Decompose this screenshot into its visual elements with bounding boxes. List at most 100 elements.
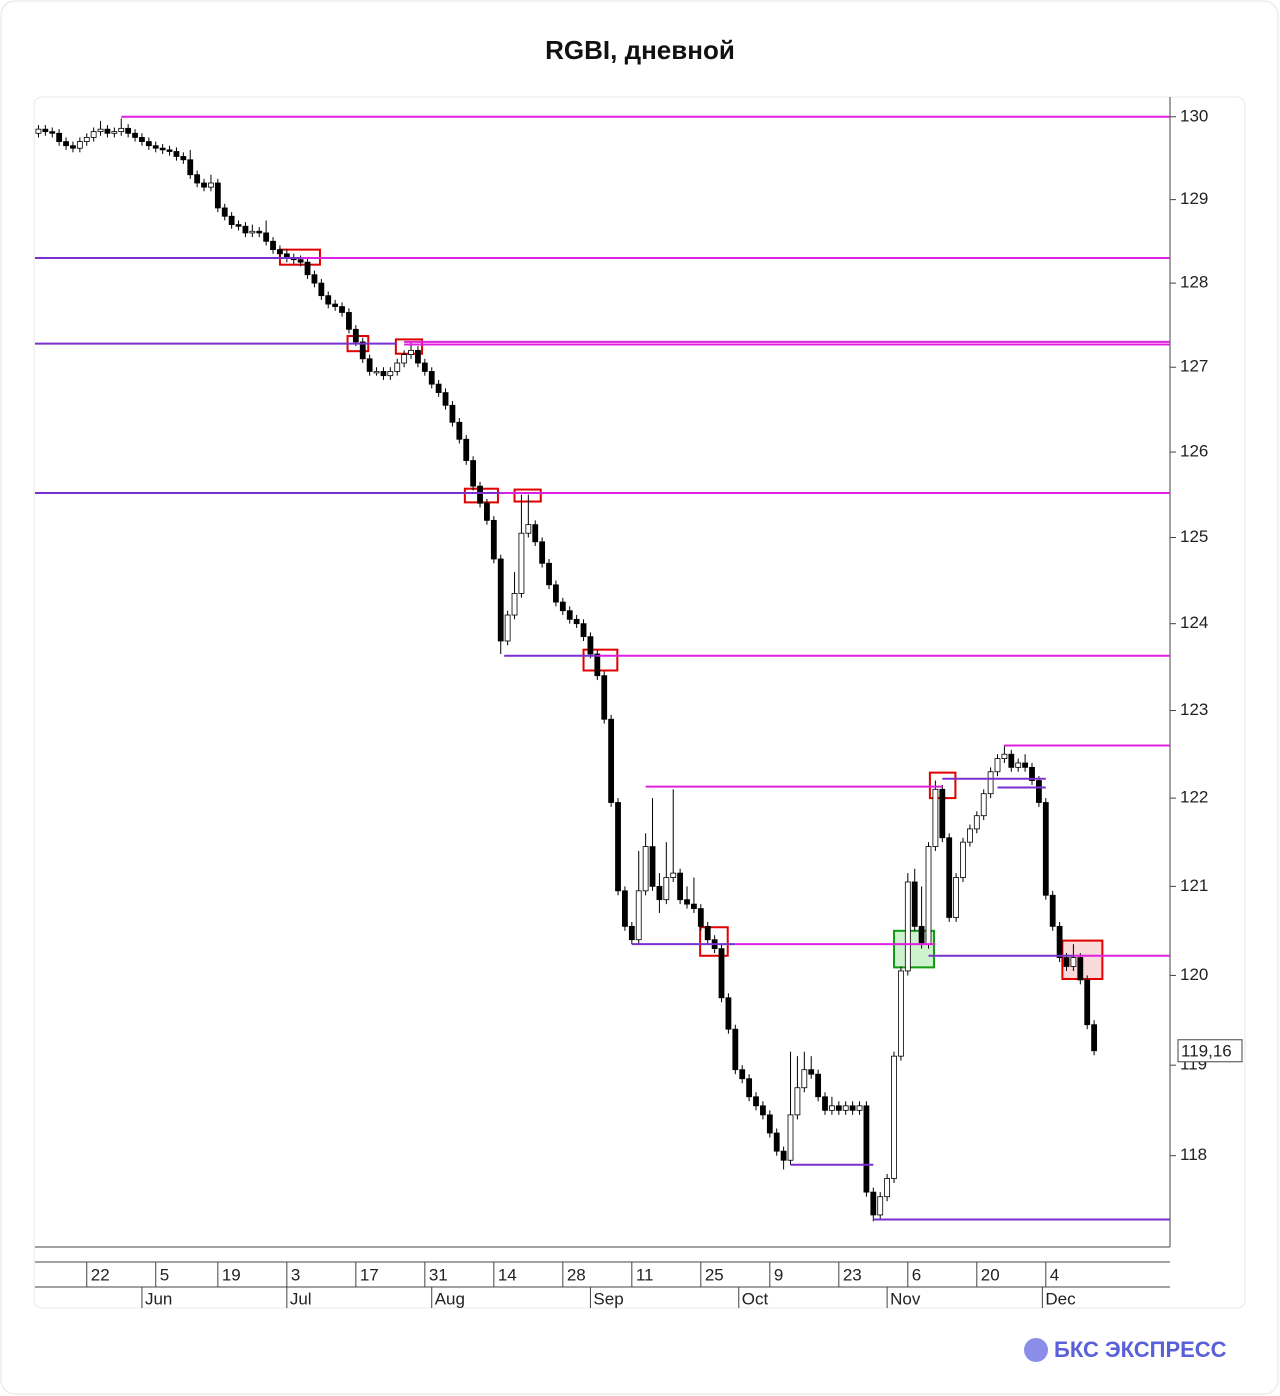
candle-body <box>628 925 635 941</box>
candle-body <box>173 151 180 157</box>
candle-body <box>608 718 615 803</box>
candle-body <box>911 881 918 927</box>
candle-body <box>428 371 435 385</box>
candle-body <box>415 349 421 364</box>
candle-body <box>870 1191 877 1216</box>
candle-body <box>815 1073 822 1098</box>
candle-body <box>580 623 587 638</box>
x-tick-label: 6 <box>912 1265 921 1284</box>
candle-body <box>346 312 352 330</box>
y-tick-label: 123 <box>1180 700 1208 719</box>
candle-body <box>97 128 104 133</box>
y-tick-label: 129 <box>1180 189 1208 208</box>
candle-body <box>573 618 580 625</box>
x-tick-label: 3 <box>291 1265 300 1284</box>
candle-body <box>642 846 649 892</box>
candle-body <box>794 1087 801 1116</box>
candle-body <box>525 524 532 534</box>
candle-body <box>83 137 90 142</box>
candle-body <box>518 532 525 594</box>
candle-body <box>373 371 380 374</box>
chart-panel <box>33 96 1246 1309</box>
candle-body <box>532 524 539 543</box>
candle-body <box>856 1105 863 1111</box>
x-tick-label: 14 <box>498 1265 517 1284</box>
candle-body <box>1063 957 1070 967</box>
candle-body <box>925 846 932 945</box>
candle-body <box>801 1069 808 1089</box>
month-label: Jun <box>145 1289 172 1308</box>
candle-body <box>684 899 690 905</box>
candle-body <box>594 653 601 677</box>
candle-body <box>421 362 428 372</box>
candle-body <box>718 948 725 999</box>
candle-body <box>208 182 214 188</box>
candle-body <box>318 282 325 297</box>
candle-body <box>884 1178 891 1198</box>
candle-body <box>1049 894 1056 927</box>
candle-body <box>1070 957 1077 967</box>
candle-body <box>1077 957 1084 981</box>
candle-body <box>891 1055 897 1179</box>
candle-body <box>566 610 573 620</box>
candle-body <box>408 349 414 355</box>
candle-body <box>697 908 704 927</box>
candle-body <box>1008 753 1015 768</box>
chart-title: RGBI, дневной <box>545 35 735 65</box>
candle-body <box>1036 780 1042 803</box>
y-tick-label: 120 <box>1180 965 1208 984</box>
candle-body <box>214 182 221 209</box>
candle-body <box>980 793 987 817</box>
candle-body <box>1015 762 1022 768</box>
candle-body <box>387 371 394 377</box>
x-tick-label: 25 <box>705 1265 724 1284</box>
y-tick-label: 122 <box>1180 788 1208 807</box>
month-label: Dec <box>1045 1289 1076 1308</box>
candle-body <box>670 872 677 878</box>
candle-body <box>939 788 946 839</box>
candle-body <box>435 383 442 394</box>
y-tick-label: 128 <box>1180 273 1208 292</box>
candle-body <box>725 997 732 1030</box>
candle-body <box>256 230 263 234</box>
candle-body <box>553 584 559 603</box>
candle-body <box>49 131 56 134</box>
candle-body <box>263 232 270 242</box>
x-tick-label: 28 <box>567 1265 586 1284</box>
candle-body <box>118 127 125 133</box>
candle-body <box>125 127 132 134</box>
candle-body <box>656 885 663 901</box>
x-tick-label: 19 <box>222 1265 241 1284</box>
candle-body <box>987 771 994 795</box>
candle-body <box>663 877 670 901</box>
x-tick-label: 11 <box>636 1265 654 1284</box>
x-tick-label: 31 <box>429 1265 448 1284</box>
candle-body <box>90 131 97 138</box>
candle-body <box>325 295 332 305</box>
month-label: Nov <box>890 1289 921 1308</box>
candle-body <box>898 970 904 1057</box>
candle-body <box>649 846 656 887</box>
candle-body <box>401 354 408 364</box>
candle-body <box>877 1196 884 1216</box>
y-tick-label: 130 <box>1180 106 1208 125</box>
candle-body <box>339 306 345 313</box>
candle-body <box>228 215 235 225</box>
candle-body <box>559 601 566 612</box>
candle-body <box>973 815 980 830</box>
brand: БКС ЭКСПРЕСС <box>1054 1337 1227 1362</box>
candle-body <box>221 207 228 217</box>
last-price-box <box>1177 1039 1243 1063</box>
candle-body <box>539 541 546 564</box>
candle-body <box>180 156 187 161</box>
candle-body <box>732 1028 739 1071</box>
candle-body <box>311 274 318 284</box>
highlight-box <box>582 648 619 672</box>
x-tick-label: 4 <box>1050 1265 1059 1284</box>
x-tick-label: 23 <box>843 1265 862 1284</box>
candle-body <box>235 224 242 227</box>
candle-body <box>56 132 63 142</box>
candle-body <box>145 141 152 147</box>
candle-body <box>587 636 594 655</box>
candle-body <box>780 1150 787 1161</box>
